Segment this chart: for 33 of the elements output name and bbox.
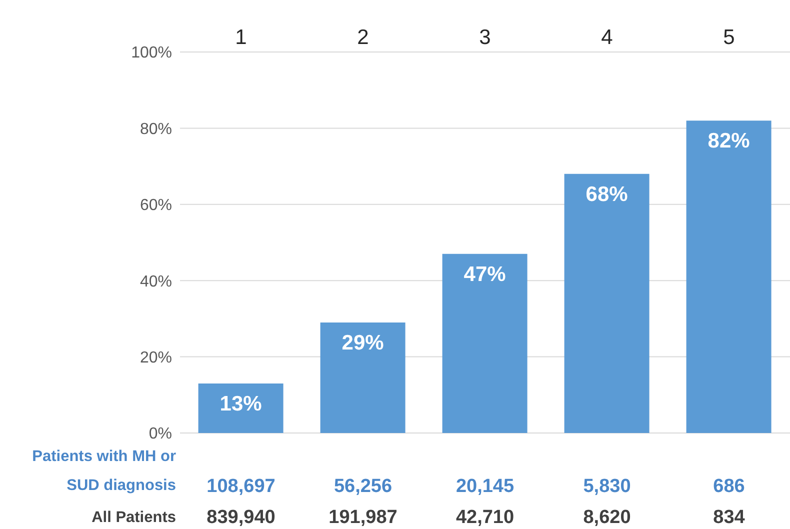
y-tick-label: 40% [140, 273, 172, 290]
text: 108,697 [206, 475, 276, 499]
text: 5,830 [582, 475, 632, 499]
data-label: 47% [464, 262, 506, 286]
y-tick-label: 20% [140, 349, 172, 366]
data-label: 13% [220, 392, 262, 416]
bar [442, 254, 528, 433]
text: 42,710 [454, 506, 516, 529]
text: 191,987 [328, 506, 398, 529]
y-tick-label: 80% [140, 120, 172, 138]
text: 834 [712, 506, 746, 529]
text: Patients with MH or SUD diagnosis [31, 447, 176, 496]
text: All Patients [90, 508, 176, 528]
x-tick-label: 4 [601, 26, 614, 49]
y-tick-label: 0% [148, 426, 172, 443]
bar [564, 174, 650, 433]
y-tick-label: 60% [140, 197, 172, 214]
x-tick-label: 2 [357, 26, 369, 49]
data-label: 82% [708, 129, 750, 152]
bar [198, 383, 284, 433]
text: 686 [712, 475, 746, 499]
y-tick-label: 100% [131, 44, 172, 62]
bar [686, 120, 772, 433]
x-tick-label: 5 [723, 26, 735, 49]
bar [320, 322, 406, 433]
x-tick-label: 1 [235, 26, 247, 49]
data-label: 29% [342, 331, 384, 354]
text: 20,145 [454, 475, 516, 499]
text: 56,256 [332, 475, 394, 499]
data-label: 68% [586, 182, 628, 206]
text: 839,940 [206, 506, 276, 529]
x-tick-label: 3 [479, 26, 491, 49]
text: 8,620 [582, 506, 632, 529]
